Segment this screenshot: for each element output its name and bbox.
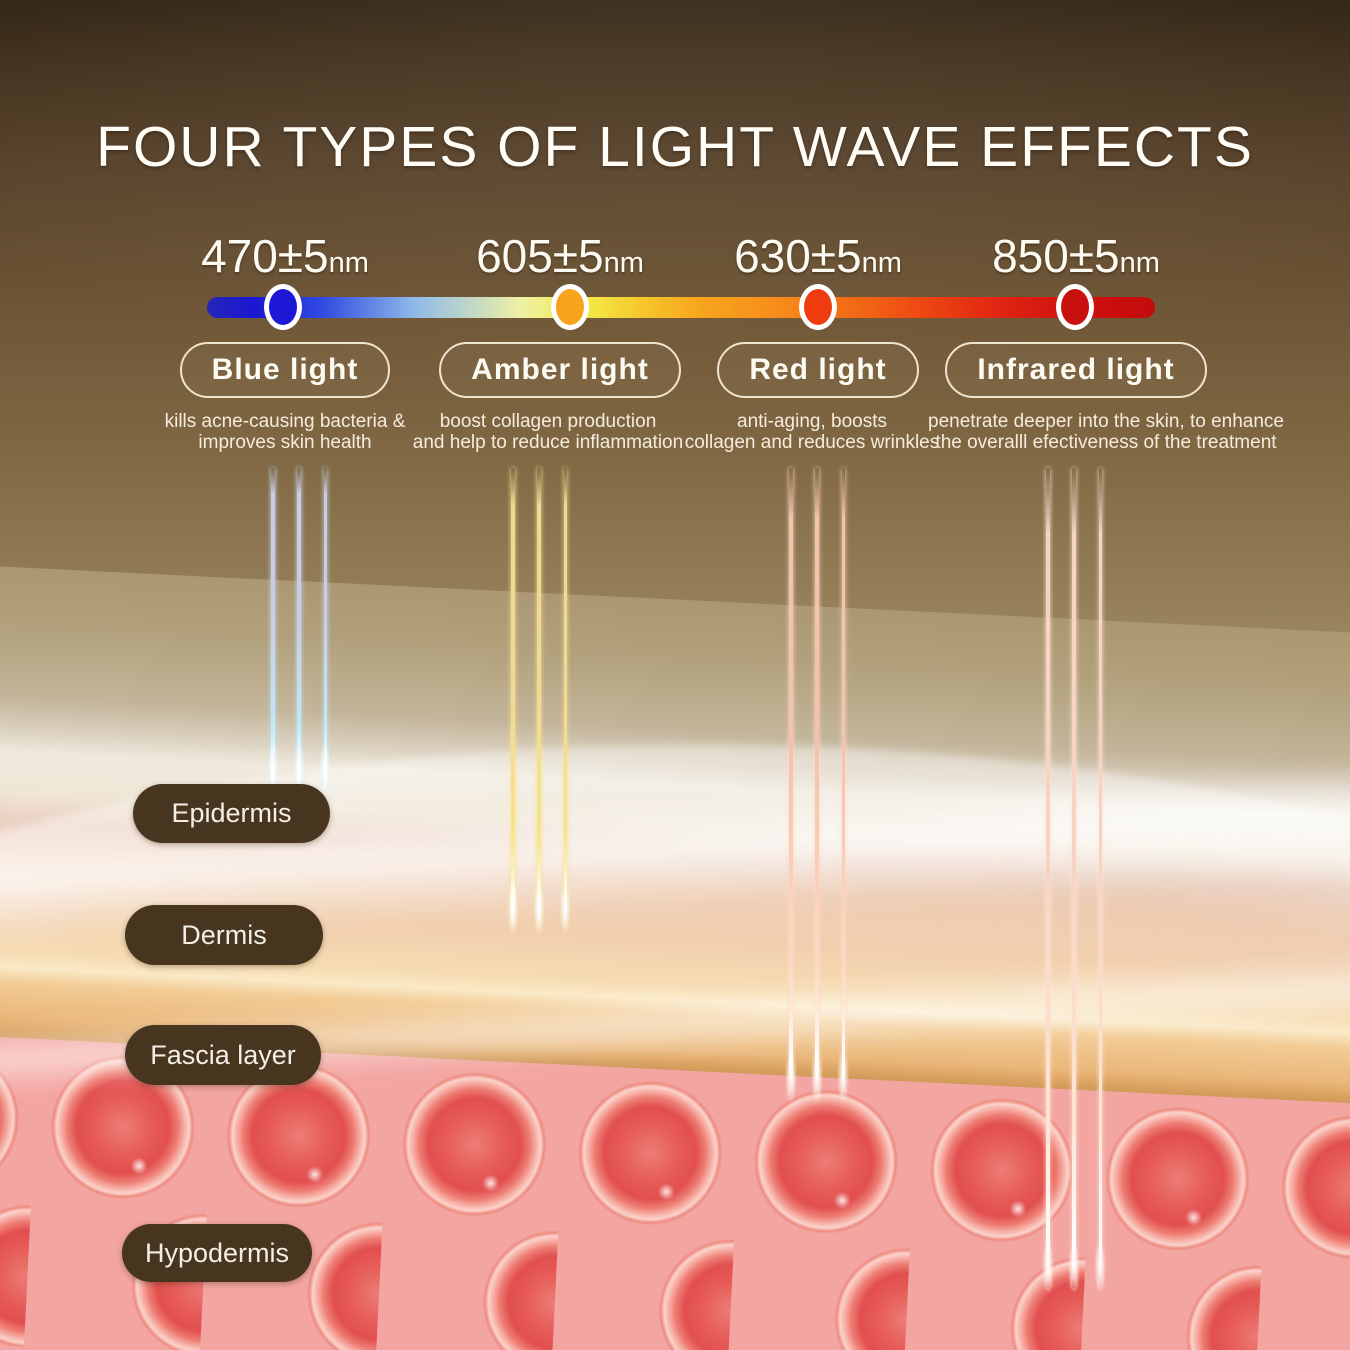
column-red-light: 630±5nm Red light anti-aging, boosts coll… bbox=[638, 232, 998, 453]
wavelength-dot-red bbox=[799, 284, 837, 330]
light-name-pill: Blue light bbox=[179, 342, 391, 398]
wavelength-dot-blue bbox=[264, 284, 302, 330]
skin-label-epidermis: Epidermis bbox=[133, 784, 330, 843]
wavelength-label: 850±5nm bbox=[992, 230, 1160, 282]
light-description: anti-aging, boosts collagen and reduces w… bbox=[684, 411, 940, 453]
skin-label-dermis: Dermis bbox=[125, 905, 323, 965]
wavelength-label: 470±5nm bbox=[201, 230, 369, 282]
skin-label-hypodermis: Hypodermis bbox=[122, 1224, 312, 1282]
spectrum-bar bbox=[207, 297, 1155, 318]
light-description: penetrate deeper into the skin, to enhan… bbox=[928, 411, 1284, 453]
wavelength-dot-amber bbox=[551, 284, 589, 330]
red-light-beams bbox=[789, 468, 845, 1098]
wavelength-dot-infrared bbox=[1056, 284, 1094, 330]
column-amber-light: 605±5nm Amber light boost collagen produ… bbox=[380, 232, 740, 453]
light-name-pill: Red light bbox=[717, 342, 919, 398]
wavelength-label: 605±5nm bbox=[476, 230, 644, 282]
light-name-pill: Amber light bbox=[439, 342, 681, 398]
page-title: FOUR TYPES OF LIGHT WAVE EFFECTS bbox=[96, 115, 1254, 180]
wavelength-label: 630±5nm bbox=[734, 230, 902, 282]
amber-light-beams bbox=[511, 468, 567, 930]
light-description: kills acne-causing bacteria & improves sk… bbox=[164, 411, 406, 453]
skin-label-fascia-layer: Fascia layer bbox=[125, 1025, 321, 1085]
column-infrared-light: 850±5nm Infrared light penetrate deeper … bbox=[896, 230, 1284, 453]
infrared-light-beams bbox=[1046, 468, 1102, 1288]
column-blue-light: 470±5nm Blue light kills acne-causing ba… bbox=[105, 232, 465, 453]
light-name-pill: Infrared light bbox=[945, 342, 1207, 398]
blue-light-beams bbox=[271, 468, 327, 790]
light-description: boost collagen production and help to red… bbox=[412, 411, 684, 453]
